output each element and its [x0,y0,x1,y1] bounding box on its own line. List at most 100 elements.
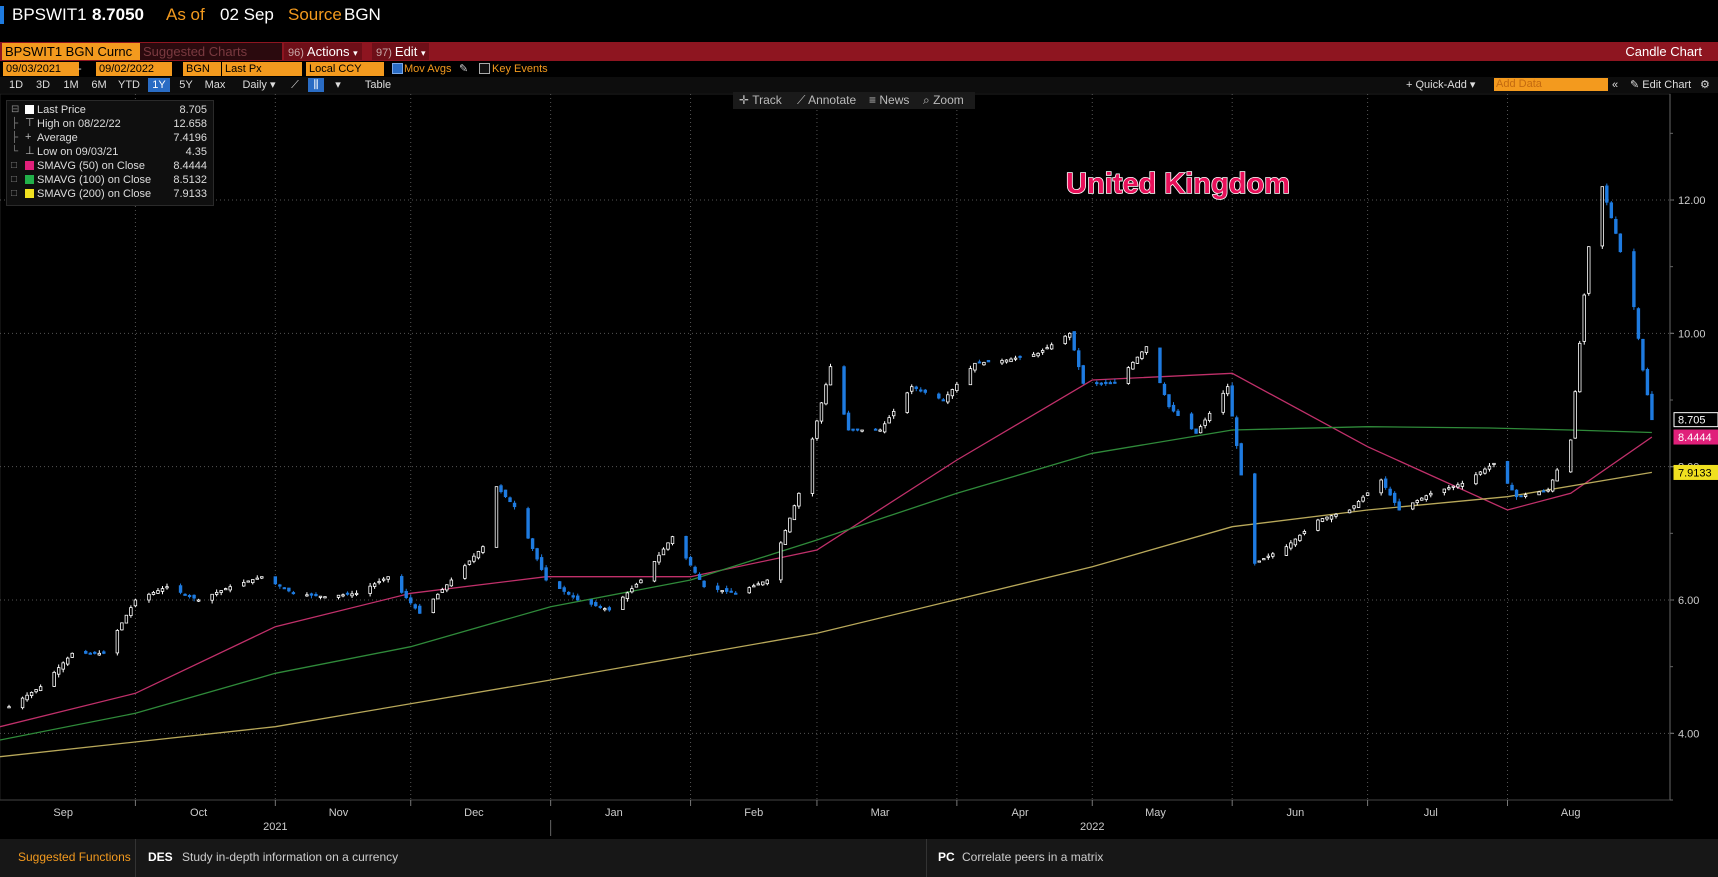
zoom-button[interactable]: ⌕ Zoom [923,93,964,108]
candle-up [223,588,228,591]
average-marker-icon: + [25,131,32,143]
candle-up [1049,344,1054,350]
candle-down [1108,382,1113,385]
price-label-text: 8.4444 [1678,432,1712,444]
chevron-down-icon[interactable]: ▾ [335,79,341,91]
candle-up [670,536,675,545]
period-3d-button[interactable]: 3D [35,79,51,91]
chart-annotation: United Kingdom [1066,168,1290,200]
legend-row-last-price: ⊟ Last Price 8.705 [11,103,209,117]
table-button[interactable]: Table [364,79,392,91]
x-month-label: Sep [53,807,73,819]
frequency-dropdown[interactable]: Daily ▾ [236,78,282,92]
period-1m-button[interactable]: 1M [63,79,79,91]
candle-up [1442,488,1447,493]
period-1d-button[interactable]: 1D [8,79,24,91]
price-label: 8.705 [1673,412,1718,428]
legend-value: 8.4444 [173,160,207,172]
price-label-box [1673,412,1718,428]
news-button[interactable]: ≡ News [869,93,909,108]
candle-down [183,593,187,596]
currency-selector[interactable]: Local CCY [306,62,384,76]
suggested-charts-button[interactable]: Suggested Charts [140,43,282,60]
pc-function-description[interactable]: Correlate peers in a matrix [962,850,1104,864]
chart-legend[interactable]: ⊟ Last Price 8.705 ├ ⊤ High on 08/22/22 12.65… [6,100,214,206]
candle-down [941,399,946,402]
gear-icon[interactable]: ⚙ [1700,79,1710,91]
candles [7,183,1654,710]
candle-down [1636,308,1641,339]
period-5y-button[interactable]: 5Y [179,79,193,91]
chart-grid [0,93,1671,801]
candle-up [1415,500,1419,503]
candle-up [381,578,386,581]
candle-down [1392,492,1397,503]
des-function-code[interactable]: DES [148,850,173,864]
candle-up [1289,542,1293,549]
candle-down [688,557,693,566]
candle-up [246,580,250,583]
collapse-icon[interactable]: « [1612,79,1619,91]
quick-add-button[interactable]: + Quick-Add ▾ [1406,78,1475,92]
candle-down [684,535,688,559]
candle-down [499,485,503,493]
edit-menu[interactable]: 97) Edit ▾ [372,43,430,60]
candle-down [84,650,88,654]
candle-up [219,590,223,593]
candle-up [1329,515,1334,520]
key-events-label[interactable]: Key Events [492,63,548,75]
chevron-down-icon: ▾ [353,48,358,58]
candle-up [1140,351,1144,359]
candle-up [1207,412,1212,421]
candle-up [910,386,914,392]
candle-up [1004,359,1009,363]
actions-menu[interactable]: 96) Actions ▾ [284,43,362,60]
toggle-icon[interactable]: □ [11,160,18,171]
list-icon: ≡ [869,93,877,107]
period-6m-button[interactable]: 6M [91,79,107,91]
des-function-description[interactable]: Study in-depth information on a currency [182,850,399,864]
add-data-input[interactable]: Add Data [1494,78,1608,91]
mov-avgs-checkbox[interactable] [392,63,403,74]
candle-down [291,592,296,595]
candle-up [756,583,760,586]
period-ytd-button[interactable]: YTD [118,79,140,91]
candle-up [1411,502,1415,510]
toggle-icon[interactable]: ⊟ [11,104,20,115]
mov-avgs-label[interactable]: Mov Avgs [404,63,452,75]
key-events-checkbox[interactable] [479,63,490,74]
legend-label: Low on 09/03/21 [37,146,119,158]
line-chart-icon[interactable]: ⟋ [291,79,299,91]
candle-up [765,579,769,585]
candle-down [1645,368,1650,396]
period-max-button[interactable]: Max [204,79,226,91]
toggle-icon[interactable]: □ [11,188,18,199]
settings-row: 09/03/2021 - 09/02/2022 BGN Last Px Loca… [0,61,1718,77]
end-date-field[interactable]: 09/02/2022 [96,62,172,76]
candle-down [919,389,923,392]
start-date-field[interactable]: 09/03/2021 [3,62,79,76]
candle-up [377,581,381,584]
candle-up [1302,531,1307,535]
candle-chart-icon[interactable]: ⫼ [308,78,324,92]
track-button[interactable]: ✛ Track [739,93,782,108]
pencil-icon[interactable]: ✎ [459,63,469,75]
candle-up [1225,386,1230,395]
candle-up [1271,553,1275,557]
candle-down [1077,350,1081,368]
toggle-icon[interactable]: □ [11,174,18,185]
candle-down [1239,443,1243,476]
source-field[interactable]: BGN [183,62,221,76]
edit-chart-button[interactable]: ✎ Edit Chart [1630,78,1691,92]
annotate-button[interactable]: ⟋ Annotate [797,93,856,108]
news-label: News [879,93,910,107]
candle-up [476,551,481,559]
candle-up [747,587,751,594]
candle-down [1162,383,1167,396]
security-field[interactable]: BPSWIT1 BGN Curnc [2,43,142,60]
pc-function-code[interactable]: PC [938,850,955,864]
period-1y-button[interactable]: 1Y [148,78,170,92]
field-selector[interactable]: Last Px [222,62,302,76]
